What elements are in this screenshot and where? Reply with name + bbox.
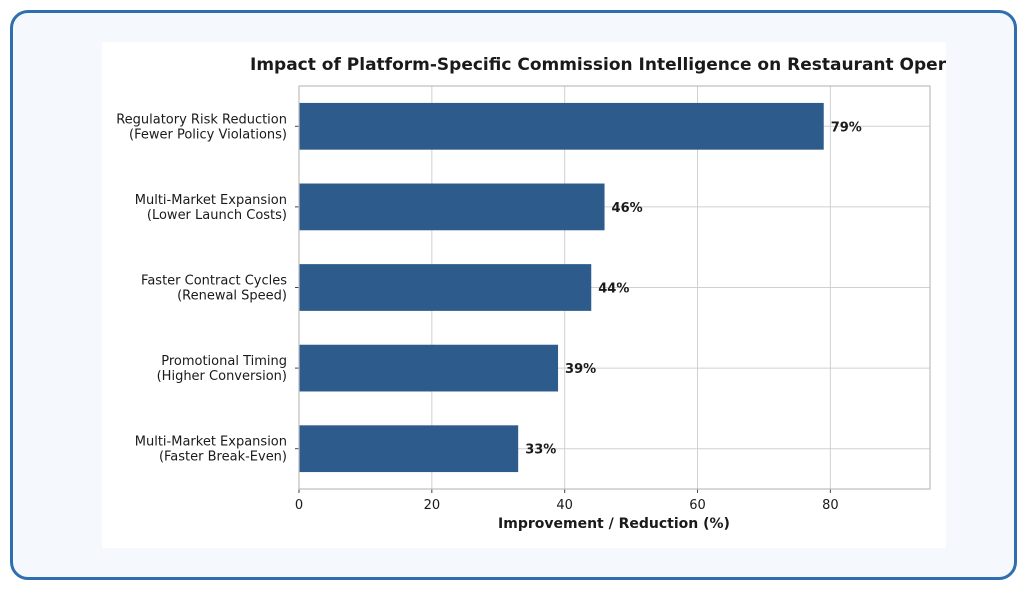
x-tick-label: 40: [556, 498, 573, 513]
category-label: Faster Contract Cycles: [141, 274, 287, 289]
category-label: (Higher Conversion): [157, 369, 287, 384]
plot-frame: [298, 85, 931, 490]
bar-value-label: 46%: [612, 201, 643, 216]
x-tick-label: 0: [295, 498, 303, 513]
chart-title: Impact of Platform-Specific Commission I…: [250, 55, 946, 75]
bar-value-label: 39%: [565, 362, 596, 377]
x-axis-label: Improvement / Reduction (%): [498, 516, 730, 532]
x-tick-label: 20: [424, 498, 441, 513]
category-label: Promotional Timing: [161, 354, 287, 369]
bar: [299, 344, 559, 392]
category-label: (Lower Launch Costs): [147, 208, 287, 223]
category-label: Multi-Market Expansion: [135, 435, 287, 450]
category-label: (Renewal Speed): [177, 289, 287, 304]
bar: [299, 183, 605, 231]
category-label: Regulatory Risk Reduction: [116, 112, 287, 127]
bar-value-label: 44%: [598, 282, 629, 297]
bar: [299, 264, 592, 311]
bar: [299, 425, 519, 473]
category-label: (Faster Break-Even): [159, 450, 287, 465]
bar-value-label: 33%: [525, 443, 556, 458]
category-label: Multi-Market Expansion: [135, 193, 287, 208]
bar-value-label: 79%: [831, 120, 862, 135]
x-tick-label: 60: [689, 498, 706, 513]
bar-chart: Impact of Platform-Specific Commission I…: [116, 55, 946, 532]
category-label: (Fewer Policy Violations): [129, 127, 287, 142]
chart-panel: Impact of Platform-Specific Commission I…: [102, 42, 946, 548]
bar: [299, 102, 824, 150]
x-tick-label: 80: [822, 498, 839, 513]
